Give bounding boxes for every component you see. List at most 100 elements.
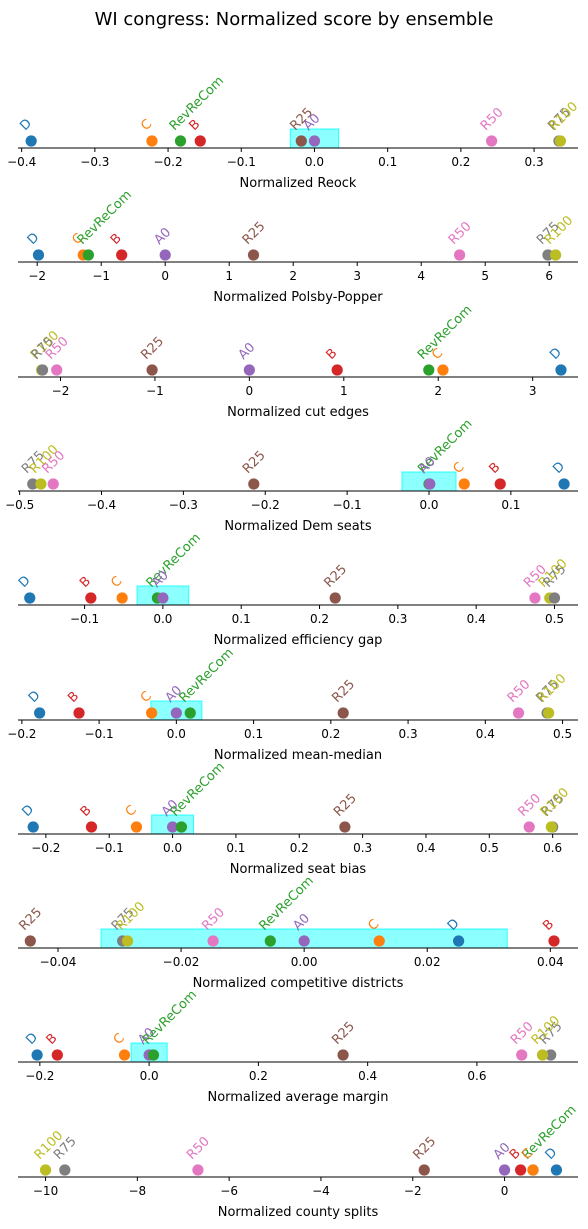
data-point [527, 1164, 539, 1176]
data-point [147, 1049, 160, 1061]
data-point [118, 1049, 131, 1061]
point-label: D [550, 459, 568, 477]
point-label: B [108, 231, 125, 248]
x-tick-label: 0.3 [353, 841, 372, 855]
point-label: R25 [329, 1019, 358, 1048]
data-point [192, 1164, 204, 1176]
point-label: C [138, 117, 155, 134]
x-tick-label: 0.6 [543, 841, 562, 855]
x-axis-label: Normalized seat bias [230, 862, 367, 877]
point-label: C [429, 346, 446, 363]
x-axis-label: Normalized Polsby-Popper [213, 290, 383, 305]
data-point [554, 135, 567, 147]
data-point [418, 1164, 430, 1176]
point-label: R25 [329, 677, 358, 706]
data-point [308, 135, 321, 147]
x-axis-label: Normalized county splits [218, 1205, 379, 1220]
x-tick-label: −0.2 [7, 727, 36, 741]
data-point [486, 135, 498, 147]
x-tick-label: 0.2 [310, 612, 329, 626]
point-label: RevReCom [140, 988, 200, 1048]
data-point [494, 478, 506, 490]
point-label: D [19, 802, 37, 820]
x-axis-label: Normalized competitive districts [193, 976, 404, 991]
chart-title: WI congress: Normalized score by ensembl… [95, 9, 494, 30]
x-tick-label: 0.4 [476, 727, 495, 741]
point-label: R25 [240, 448, 269, 477]
data-point [146, 364, 158, 376]
x-tick-label: 3 [529, 384, 537, 398]
x-tick-label: −0.1 [85, 727, 114, 741]
point-label: D [17, 116, 35, 134]
x-tick-label: 0.1 [378, 155, 397, 169]
point-label: C [108, 574, 125, 591]
data-point [516, 1049, 528, 1061]
panel: −0.5 −0.4 −0.3 −0.2 −0.1 0.0 0.1 Normalized Dem… [5, 417, 578, 534]
x-tick-label: 0.2 [321, 727, 340, 741]
data-point [331, 364, 343, 376]
x-tick-label: 5 [481, 269, 489, 283]
x-tick-label: −0.1 [227, 155, 256, 169]
point-label: RevReCom [168, 760, 228, 820]
point-label: RevReCom [75, 188, 135, 248]
panel: −0.1 0.0 0.1 0.2 0.3 0.4 0.5 Normalized efficie… [16, 531, 578, 648]
x-axis-label: Normalized Dem seats [224, 519, 371, 534]
data-point [264, 935, 276, 947]
x-tick-label: 0.3 [525, 155, 544, 169]
data-point [542, 249, 554, 261]
x-tick-label: −1 [146, 384, 164, 398]
data-point [423, 364, 435, 376]
x-tick-label: 0.2 [249, 1069, 268, 1083]
data-point [248, 478, 260, 490]
x-tick-label: −0.1 [95, 841, 124, 855]
data-point [543, 707, 555, 719]
data-point [339, 821, 351, 833]
x-tick-label: 0.00 [291, 955, 318, 969]
point-label: R25 [410, 1134, 439, 1163]
point-label: R25 [138, 334, 167, 363]
data-point [47, 478, 59, 490]
data-point [458, 478, 470, 490]
x-tick-label: −2 [28, 269, 46, 283]
data-point [207, 935, 219, 947]
data-point [498, 1164, 511, 1176]
x-tick-label: −8 [128, 1184, 146, 1198]
point-label: R50 [505, 677, 534, 706]
x-tick-label: 0.0 [163, 841, 182, 855]
x-tick-label: −2 [52, 384, 70, 398]
x-axis-label: Normalized efficiency gap [214, 633, 383, 648]
x-tick-label: 0 [501, 1184, 509, 1198]
data-point [51, 1049, 63, 1061]
data-point [184, 707, 196, 719]
data-point [146, 707, 158, 719]
data-point [243, 364, 255, 376]
x-tick-label: −0.2 [31, 841, 60, 855]
data-point [529, 592, 541, 604]
data-point [424, 478, 436, 490]
point-label: B [540, 917, 557, 934]
x-tick-label: 4 [417, 269, 425, 283]
x-tick-label: −0.02 [163, 955, 200, 969]
point-label: B [44, 1031, 61, 1048]
panel: −0.04 −0.02 0.00 0.02 0.04 Normalized competi… [17, 874, 578, 991]
x-tick-label: 0.5 [545, 612, 564, 626]
point-label: RevReCom [176, 646, 236, 706]
x-tick-label: 0.2 [290, 841, 309, 855]
panel: −0.4 −0.3 −0.2 −0.1 0.0 0.1 0.2 0.3 Normalized R… [7, 74, 581, 191]
x-tick-label: 0.2 [451, 155, 470, 169]
point-label: R25 [240, 219, 269, 248]
x-tick-label: −0.3 [80, 155, 109, 169]
x-tick-label: −4 [312, 1184, 330, 1198]
data-point [146, 135, 158, 147]
data-point [545, 821, 557, 833]
data-point [39, 1164, 52, 1176]
x-tick-label: −0.1 [333, 498, 362, 512]
point-label: C [123, 803, 140, 820]
data-point [295, 135, 307, 147]
x-axis-label: Normalized cut edges [227, 405, 369, 420]
data-point [523, 821, 535, 833]
x-tick-label: 0.0 [305, 155, 324, 169]
point-label: D [26, 688, 44, 706]
data-point [85, 592, 97, 604]
data-point [194, 135, 206, 147]
